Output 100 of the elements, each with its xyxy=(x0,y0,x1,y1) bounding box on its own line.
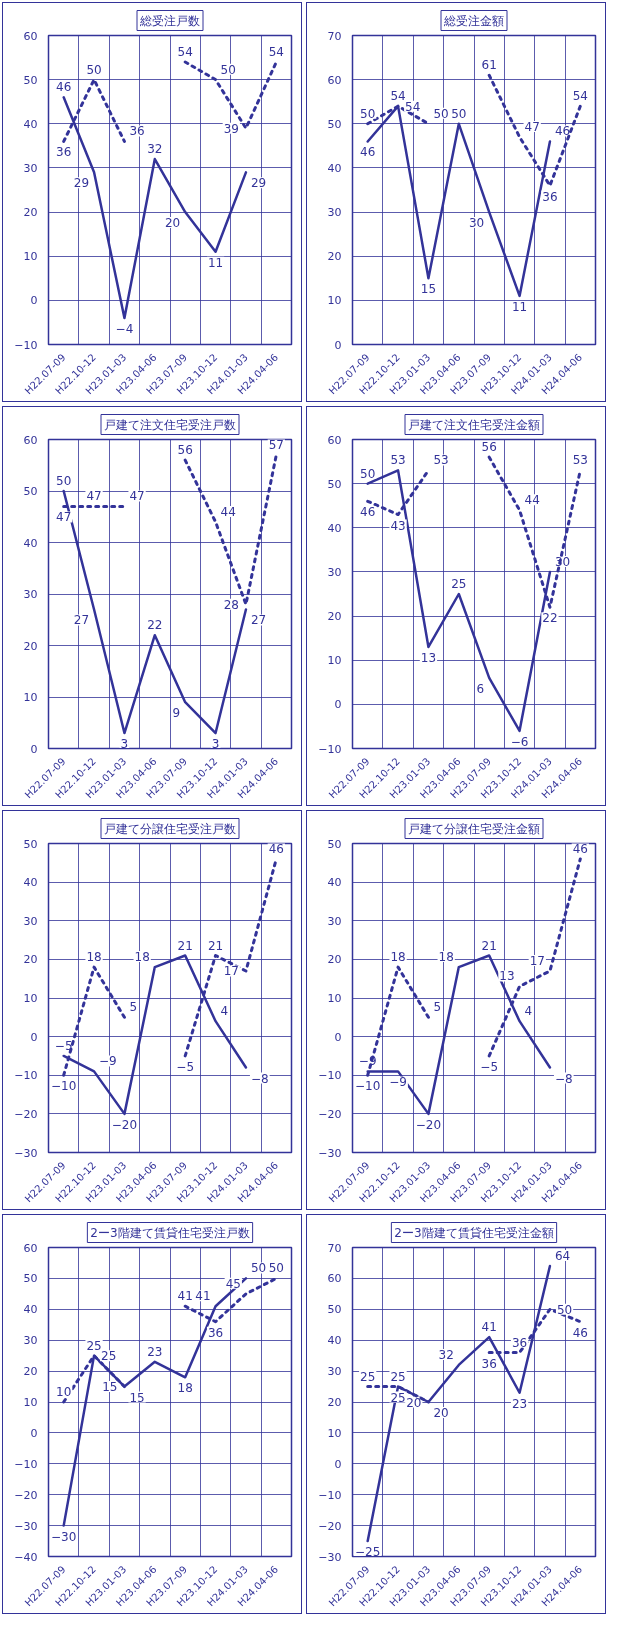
y-tick-label: −20 xyxy=(14,1107,38,1121)
data-label: −25 xyxy=(355,1545,381,1560)
y-tick-label: 60 xyxy=(327,73,342,87)
data-label: 56 xyxy=(481,440,497,455)
y-tick-label: 20 xyxy=(327,610,342,624)
data-label: 54 xyxy=(390,89,406,104)
data-label: 56 xyxy=(177,443,193,458)
data-label: 41 xyxy=(481,1320,497,1335)
y-tick-label: 40 xyxy=(23,876,38,890)
data-label: 50 xyxy=(360,106,376,121)
data-label: 25 xyxy=(390,1369,406,1384)
data-label: 50 xyxy=(451,106,467,121)
y-tick-label: 40 xyxy=(327,521,342,535)
data-label: 3 xyxy=(120,737,129,752)
data-label: −8 xyxy=(554,1071,573,1086)
y-tick-label: −20 xyxy=(318,1107,342,1121)
data-label: 15 xyxy=(420,282,437,297)
chart-title: 2ー3階建て賃貸住宅受注戸数 xyxy=(90,1225,250,1240)
y-tick-label: −30 xyxy=(14,1519,38,1533)
y-tick-label: 50 xyxy=(327,477,342,491)
data-label: 4 xyxy=(524,1004,533,1019)
data-label: 21 xyxy=(481,938,497,953)
data-label: 18 xyxy=(438,950,454,965)
data-label: 22 xyxy=(542,611,558,626)
y-tick-label: −10 xyxy=(14,1457,38,1471)
y-tick-label: 50 xyxy=(23,73,38,87)
y-tick-label: −30 xyxy=(318,1550,342,1564)
y-tick-label: 40 xyxy=(327,876,342,890)
y-tick-label: 20 xyxy=(23,639,38,653)
y-tick-label: 40 xyxy=(23,536,38,550)
data-label: 4 xyxy=(220,1004,229,1019)
chart-title: 総受注戸数 xyxy=(139,13,200,28)
data-label: 13 xyxy=(420,650,437,665)
data-label: −20 xyxy=(415,1117,442,1132)
data-label: 50 xyxy=(86,62,102,77)
y-tick-label: 10 xyxy=(23,691,38,704)
data-label: 32 xyxy=(147,142,163,157)
data-label: 50 xyxy=(433,106,449,121)
data-label: 13 xyxy=(499,969,515,984)
data-label: 36 xyxy=(481,1356,497,1371)
data-label: 46 xyxy=(572,1325,588,1340)
y-tick-label: 50 xyxy=(327,837,342,851)
data-label: 23 xyxy=(147,1344,163,1359)
data-label: 54 xyxy=(268,44,284,59)
data-label: 53 xyxy=(433,453,449,468)
data-label: 54 xyxy=(572,89,588,104)
y-tick-label: 20 xyxy=(23,206,38,220)
data-label: 17 xyxy=(223,964,239,979)
data-label: 5 xyxy=(433,1000,442,1015)
data-label: 46 xyxy=(554,124,571,139)
data-label: 41 xyxy=(177,1289,193,1304)
y-tick-label: 30 xyxy=(23,161,38,175)
data-label: 21 xyxy=(177,938,193,953)
data-label: 50 xyxy=(360,466,376,481)
y-tick-label: 30 xyxy=(327,914,342,928)
y-tick-label: 50 xyxy=(23,485,38,498)
data-label: −9 xyxy=(389,1075,407,1090)
y-tick-label: 60 xyxy=(23,1241,38,1255)
data-label: 18 xyxy=(134,950,150,965)
y-tick-label: 60 xyxy=(327,433,342,447)
data-label: 54 xyxy=(405,99,421,114)
data-label: 25 xyxy=(390,1390,406,1405)
data-label: 39 xyxy=(223,121,239,136)
y-tick-label: 20 xyxy=(327,1396,342,1409)
data-label: −10 xyxy=(51,1079,77,1094)
data-label: 46 xyxy=(572,841,588,856)
data-label: 25 xyxy=(101,1349,117,1364)
data-label: 9 xyxy=(172,706,181,721)
data-label: −5 xyxy=(480,1059,499,1074)
data-label: 15 xyxy=(102,1380,118,1395)
y-tick-label: 40 xyxy=(327,161,342,175)
data-label: 36 xyxy=(511,1335,528,1350)
data-label: −6 xyxy=(510,734,529,749)
data-label: 46 xyxy=(56,80,72,95)
y-tick-label: 40 xyxy=(23,1303,38,1317)
y-tick-label: 0 xyxy=(334,338,342,352)
data-label: 47 xyxy=(129,489,145,504)
chart-title: 総受注金額 xyxy=(443,13,504,28)
y-tick-label: 70 xyxy=(327,1241,342,1255)
y-tick-label: 60 xyxy=(23,29,38,43)
y-tick-label: 30 xyxy=(23,1334,38,1348)
chart-title: 戸建て注文住宅受注金額 xyxy=(408,417,540,432)
data-label: −4 xyxy=(115,322,134,337)
data-label: 44 xyxy=(524,493,540,508)
data-label: 27 xyxy=(73,613,90,628)
data-label: 28 xyxy=(223,597,239,612)
y-tick-label: 60 xyxy=(327,1272,342,1286)
y-tick-label: 0 xyxy=(334,1030,342,1044)
y-tick-label: −30 xyxy=(318,1146,342,1160)
y-tick-label: −10 xyxy=(318,1488,342,1502)
y-tick-label: 10 xyxy=(327,294,342,308)
y-tick-label: 20 xyxy=(327,953,342,967)
data-label: 30 xyxy=(468,216,485,231)
data-label: 36 xyxy=(542,189,558,204)
data-label: 36 xyxy=(56,145,72,160)
y-tick-label: −10 xyxy=(14,338,38,352)
data-label: 20 xyxy=(164,216,181,231)
y-tick-label: 30 xyxy=(327,565,342,579)
data-label: 6 xyxy=(476,681,485,696)
y-tick-label: 50 xyxy=(23,837,38,851)
